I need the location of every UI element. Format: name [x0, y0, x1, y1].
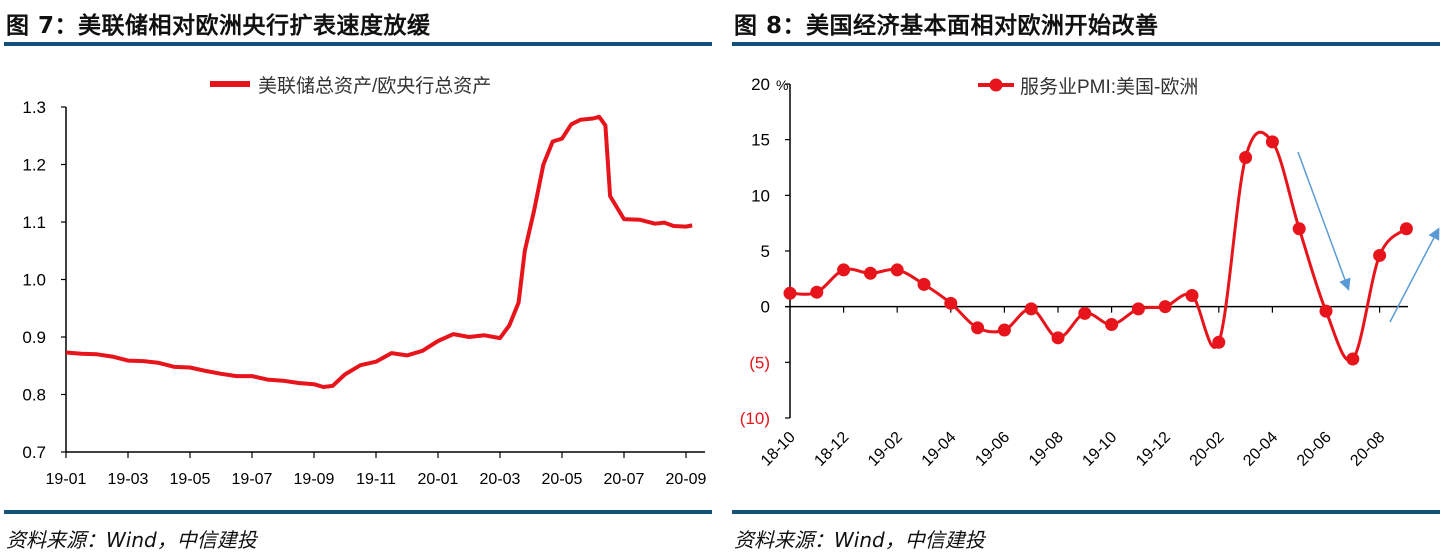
- x-tick-label: 20-01: [418, 471, 459, 488]
- source-note-right: 资料来源：Wind，中信建投: [734, 528, 985, 552]
- data-point: [1346, 352, 1360, 366]
- x-tick-label: 19-07: [232, 471, 273, 488]
- data-point: [1239, 150, 1253, 164]
- series-line-fed-ecb-ratio: [65, 114, 693, 389]
- x-tick-label: 18-12: [811, 429, 852, 470]
- data-point: [1319, 304, 1333, 318]
- y-tick-label: 5: [761, 242, 770, 261]
- data-point: [810, 285, 824, 299]
- y-tick-label: 10: [751, 186, 770, 205]
- x-tick-label: 18-10: [758, 429, 799, 470]
- legend-label: 服务业PMI:美国-欧洲: [1020, 76, 1198, 98]
- data-point: [971, 321, 985, 335]
- x-tick-label: 19-11: [356, 471, 396, 488]
- y-tick-label: 1.1: [22, 213, 46, 232]
- footer-rule-left: [4, 510, 712, 514]
- x-tick-label: 20-03: [480, 471, 521, 488]
- data-point: [1158, 300, 1172, 314]
- data-point: [863, 266, 877, 280]
- legend-label: 美联储总资产/欧央行总资产: [258, 75, 491, 97]
- series-line-services-pmi-diff: [789, 130, 1408, 363]
- x-tick-label: 19-04: [919, 429, 960, 470]
- unit-label: %: [776, 77, 788, 93]
- x-tick-label: 20-09: [666, 471, 707, 488]
- x-tick-label: 20-08: [1347, 429, 1388, 470]
- x-tick-label: 19-01: [46, 471, 87, 488]
- data-point: [837, 263, 851, 277]
- y-tick-label: 0.7: [22, 443, 46, 462]
- x-tick-label: 19-10: [1079, 429, 1120, 470]
- y-tick-label: 0.8: [22, 386, 46, 405]
- data-point: [783, 286, 797, 300]
- y-tick-label: 1.0: [22, 271, 46, 290]
- down-arrow-icon: [1297, 151, 1351, 291]
- title-rule-left: [4, 42, 712, 46]
- y-tick-label: (5): [749, 353, 770, 372]
- data-point: [944, 296, 958, 310]
- title-rule-right: [732, 42, 1440, 46]
- y-tick-label: 20: [751, 75, 770, 94]
- source-note-left: 资料来源：Wind，中信建投: [6, 528, 257, 552]
- x-tick-label: 19-09: [294, 471, 335, 488]
- data-point: [1105, 317, 1119, 331]
- figure-8-title: 图 8：美国经济基本面相对欧洲开始改善: [734, 13, 1159, 39]
- x-tick-label: 19-05: [170, 471, 211, 488]
- data-point: [997, 323, 1011, 337]
- data-point: [1373, 248, 1387, 262]
- x-tick-label: 20-02: [1187, 429, 1228, 470]
- legend-marker: [989, 78, 1003, 92]
- x-tick-label: 19-06: [972, 429, 1013, 470]
- x-tick-label: 20-06: [1294, 429, 1335, 470]
- y-tick-label: (10): [740, 409, 770, 428]
- data-point: [1292, 222, 1306, 236]
- y-tick-label: 0: [761, 298, 770, 317]
- x-tick-label: 19-08: [1026, 429, 1067, 470]
- x-tick-label: 19-03: [108, 471, 149, 488]
- y-tick-label: 1.3: [22, 98, 46, 117]
- x-tick-label: 19-02: [865, 429, 906, 470]
- y-tick-label: 0.9: [22, 328, 46, 347]
- data-point: [917, 277, 931, 291]
- figure-7-title: 图 7：美联储相对欧洲央行扩表速度放缓: [6, 13, 431, 39]
- data-point: [1212, 335, 1226, 349]
- data-point: [1078, 306, 1092, 320]
- data-point: [890, 263, 904, 277]
- data-point: [1265, 135, 1279, 149]
- data-point: [1185, 289, 1199, 303]
- data-point: [1051, 331, 1065, 345]
- data-point: [1399, 222, 1413, 236]
- x-tick-label: 20-04: [1240, 429, 1281, 470]
- y-tick-label: 1.2: [22, 156, 46, 175]
- data-point: [1131, 302, 1145, 316]
- x-tick-label: 19-12: [1133, 429, 1174, 470]
- y-tick-label: 15: [751, 131, 770, 150]
- up-arrow-icon: [1389, 227, 1440, 323]
- data-point: [1024, 302, 1038, 316]
- x-tick-label: 20-05: [542, 471, 583, 488]
- x-tick-label: 20-07: [604, 471, 645, 488]
- footer-rule-right: [732, 510, 1440, 514]
